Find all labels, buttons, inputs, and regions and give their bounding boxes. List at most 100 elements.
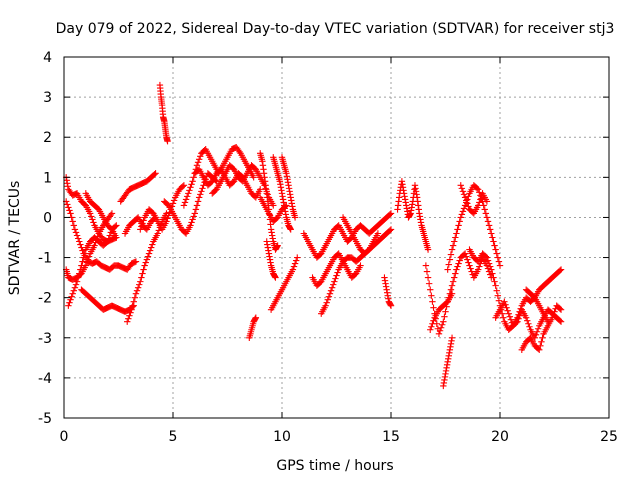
data-point	[464, 256, 471, 263]
data-point	[436, 327, 444, 334]
data-point	[525, 320, 532, 327]
data-point	[66, 299, 73, 306]
data-point	[453, 266, 460, 273]
data-point	[458, 211, 466, 218]
data-point	[77, 266, 84, 273]
data-point	[132, 290, 140, 297]
data-point	[477, 196, 484, 203]
data-point	[127, 309, 134, 316]
series-arc-q	[257, 150, 281, 253]
data-point	[461, 194, 469, 201]
data-point	[132, 258, 140, 265]
data-point	[187, 184, 194, 191]
y-tick-label: 1	[43, 170, 52, 186]
data-point	[257, 186, 264, 193]
series-arc-h	[121, 214, 159, 237]
data-point	[357, 262, 364, 269]
data-point	[70, 222, 78, 229]
data-point	[164, 138, 171, 145]
data-point	[458, 185, 466, 192]
data-point	[386, 227, 394, 234]
data-point	[490, 238, 497, 245]
y-tick-label: 0	[43, 210, 52, 226]
data-point	[182, 196, 190, 203]
data-point	[441, 313, 448, 320]
data-point	[190, 174, 197, 181]
data-point	[490, 274, 497, 281]
data-point	[193, 202, 201, 209]
y-tick-label: 4	[43, 50, 52, 66]
data-point	[77, 241, 84, 248]
data-point	[425, 280, 433, 287]
data-point	[189, 216, 196, 223]
data-point	[140, 217, 147, 224]
data-point	[505, 310, 512, 317]
data-point	[107, 211, 115, 219]
data-point	[451, 238, 458, 245]
data-point	[142, 259, 149, 266]
data-point	[152, 170, 159, 177]
series-arc-ag	[457, 182, 491, 217]
series-arc-i	[124, 210, 170, 325]
data-point	[145, 250, 153, 257]
data-point	[428, 323, 435, 330]
data-point	[374, 230, 382, 237]
data-point	[495, 297, 503, 304]
data-point	[236, 148, 243, 155]
data-point	[291, 260, 299, 267]
data-point	[185, 190, 192, 197]
data-point	[454, 226, 461, 233]
data-point	[195, 156, 203, 163]
series-arc-f	[82, 190, 120, 241]
axis-ticks	[63, 56, 610, 419]
data-point	[439, 321, 446, 328]
data-point	[181, 199, 189, 206]
series-arc-ad	[427, 290, 456, 333]
series-arc-k	[156, 81, 171, 145]
data-point	[113, 234, 120, 241]
data-point	[325, 293, 333, 300]
data-point	[188, 219, 195, 226]
data-point	[88, 213, 95, 220]
data-point	[65, 302, 72, 309]
series-arc-j	[137, 182, 188, 233]
data-point	[289, 266, 297, 273]
data-point	[139, 220, 146, 227]
data-point	[179, 183, 187, 190]
data-point	[513, 319, 520, 326]
data-point	[492, 282, 499, 289]
data-point	[445, 261, 452, 268]
series-arc-d	[78, 286, 137, 315]
data-point	[133, 287, 141, 294]
data-point	[71, 284, 79, 291]
series-arc-af	[444, 182, 504, 273]
data-point	[331, 278, 338, 285]
y-tick-label: 2	[43, 130, 52, 146]
data-point	[330, 281, 337, 288]
data-point	[515, 315, 522, 322]
data-point	[66, 207, 73, 214]
data-point	[169, 200, 177, 207]
data-point	[448, 334, 456, 341]
data-point	[108, 210, 116, 217]
series-arc-ac	[422, 250, 495, 337]
data-point	[137, 226, 144, 233]
data-point	[194, 159, 202, 166]
data-point	[456, 218, 463, 225]
data-point	[524, 317, 531, 324]
data-point	[449, 242, 457, 249]
data-point	[494, 292, 502, 299]
series-arc-g	[117, 170, 159, 205]
data-point	[291, 214, 299, 221]
series-arc-e	[62, 198, 140, 273]
x-tick-label: 0	[60, 429, 69, 445]
data-point	[272, 274, 279, 281]
series-arc-ae	[440, 334, 456, 390]
data-point	[324, 296, 331, 303]
data-point	[452, 270, 459, 277]
data-point	[424, 274, 432, 281]
data-point	[483, 254, 491, 261]
data-point	[141, 262, 148, 269]
data-point	[440, 318, 447, 325]
data-point	[428, 292, 435, 299]
